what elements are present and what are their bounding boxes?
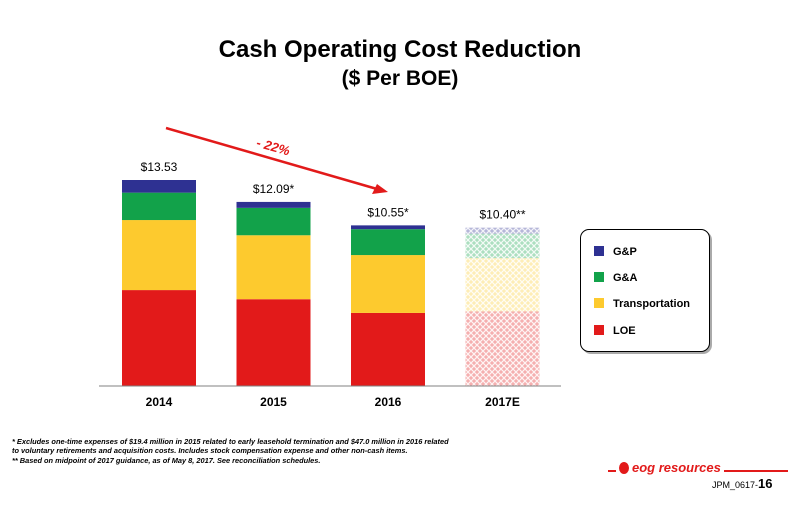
bar-segment-2014-loe <box>122 290 196 386</box>
slide-code-text: JPM_0617- <box>712 480 759 490</box>
total-label-2017E: $10.40** <box>479 208 525 222</box>
legend-label-loe: LOE <box>613 325 636 337</box>
x-tick-label-2017E: 2017E <box>485 395 520 409</box>
x-tick-label-2016: 2016 <box>375 395 402 409</box>
flame-icon <box>619 462 629 474</box>
bar-segment-2014-gp <box>122 180 196 193</box>
legend-label-ga: G&A <box>613 272 638 284</box>
bar-hatch-2017E-loe <box>465 311 540 386</box>
bar-segment-2016-gp <box>351 225 425 230</box>
footnote-2: to voluntary retirements and acquisition… <box>12 446 408 455</box>
legend-swatch-gp <box>594 246 604 256</box>
footnote-3: ** Based on midpoint of 2017 guidance, a… <box>12 456 321 465</box>
chart-subtitle: ($ Per BOE) <box>341 67 459 90</box>
bar-segment-2014-transportation <box>122 220 196 291</box>
legend-label-gp: G&P <box>613 246 637 258</box>
legend-label-transportation: Transportation <box>613 298 691 310</box>
bar-segment-2015-loe <box>236 299 311 386</box>
legend-item-loe: LOE <box>594 324 636 338</box>
total-label-2016: $10.55* <box>367 205 409 219</box>
trend-arrow <box>165 126 388 194</box>
legend-swatch-ga <box>594 272 604 282</box>
legend-swatch-loe <box>594 325 604 335</box>
bar-segment-2016-transportation <box>351 255 425 313</box>
total-label-2015: $12.09* <box>253 182 295 196</box>
company-logo: eog resources <box>616 460 724 475</box>
legend-item-gp: G&P <box>594 245 637 259</box>
x-tick-label-2015: 2015 <box>260 395 287 409</box>
slide-code: JPM_0617-16 <box>712 476 773 491</box>
bar-segment-2016-loe <box>351 312 425 386</box>
legend: G&P G&A Transportation LOE <box>580 229 710 352</box>
legend-item-ga: G&A <box>594 271 637 285</box>
bar-segment-2015-ga <box>236 207 311 236</box>
page-number: 16 <box>758 476 773 491</box>
logo-text: eog resources <box>632 460 721 475</box>
total-label-2014: $13.53 <box>141 160 178 174</box>
bar-hatch-2017E-ga <box>465 233 540 259</box>
x-tick-label-2014: 2014 <box>146 395 173 409</box>
chart-title: Cash Operating Cost Reduction <box>218 36 582 63</box>
legend-swatch-transportation <box>594 298 604 308</box>
bar-segment-2016-ga <box>351 229 425 256</box>
bar-hatch-2017E-transportation <box>465 258 540 312</box>
bar-hatch-2017E-gp <box>465 227 540 234</box>
legend-item-transportation: Transportation <box>594 297 690 311</box>
bar-segment-2015-transportation <box>236 235 311 300</box>
bar-segment-2014-ga <box>122 192 196 221</box>
bar-segment-2015-gp <box>236 201 311 208</box>
footnote-1: * Excludes one-time expenses of $19.4 mi… <box>12 437 449 446</box>
